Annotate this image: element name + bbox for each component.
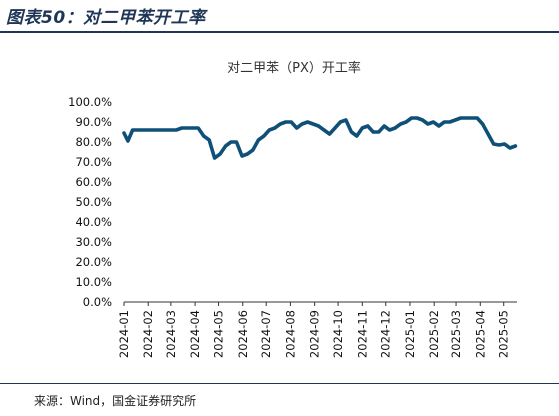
y-tick-label: 70.0% <box>75 155 112 169</box>
x-tick-label: 2024-09 <box>308 310 322 358</box>
source-note: 来源：Wind，国金证券研究所 <box>34 394 197 408</box>
x-tick-label: 2024-08 <box>283 310 297 358</box>
x-tick-label: 2024-04 <box>188 310 202 358</box>
y-tick-label: 10.0% <box>75 275 112 289</box>
y-tick-label: 80.0% <box>75 135 112 149</box>
y-axis: 0.0% 10.0% 20.0% 30.0% 40.0% 50.0% 60.0% 70.0% 8… <box>68 95 112 309</box>
x-tick-label: 2025-02 <box>427 310 441 358</box>
y-tick-label: 100.0% <box>68 95 112 109</box>
x-tick-label: 2024-12 <box>379 310 393 358</box>
x-tick-label: 2024-07 <box>259 310 273 358</box>
y-tick-label: 0.0% <box>83 295 112 309</box>
x-tick-label: 2024-02 <box>141 310 155 358</box>
y-tick-label: 20.0% <box>75 255 112 269</box>
x-tick-label: 2024-11 <box>355 310 369 358</box>
chart-title: 对二甲苯（PX）开工率 <box>227 60 361 76</box>
plot-area <box>122 116 518 160</box>
series-line <box>122 116 518 160</box>
figure-title: 图表50：对二甲苯开工率 <box>6 8 206 28</box>
x-tick-label: 2025-03 <box>449 310 463 358</box>
x-tick-label: 2024-05 <box>212 310 226 358</box>
x-tick-label: 2025-01 <box>403 310 417 358</box>
x-tick-label: 2024-01 <box>117 310 131 358</box>
y-tick-label: 60.0% <box>75 175 112 189</box>
y-tick-label: 30.0% <box>75 235 112 249</box>
x-axis: 2024-01 2024-02 2024-03 2024-04 2024-05 2024-… <box>117 301 517 358</box>
title-rule <box>0 31 559 33</box>
x-tick-label: 2025-04 <box>473 310 487 358</box>
y-tick-label: 50.0% <box>75 195 112 209</box>
x-tick-label: 2024-03 <box>164 310 178 358</box>
x-tick-label: 2024-06 <box>236 310 250 358</box>
footer-rule <box>0 383 559 384</box>
x-tick-label: 2025-05 <box>497 310 511 358</box>
x-tick-label: 2024-10 <box>331 310 345 358</box>
y-tick-label: 40.0% <box>75 215 112 229</box>
y-tick-label: 90.0% <box>75 115 112 129</box>
